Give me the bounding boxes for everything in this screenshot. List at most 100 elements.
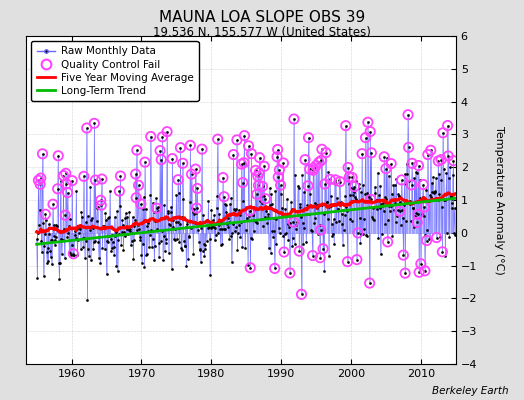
- Point: [246, 264, 255, 271]
- Point: [132, 171, 140, 177]
- Point: [321, 181, 329, 187]
- Point: [54, 152, 62, 159]
- Point: [310, 165, 318, 172]
- Point: [96, 197, 105, 204]
- Point: [219, 174, 227, 181]
- Point: [132, 194, 140, 201]
- Point: [220, 194, 228, 200]
- Point: [419, 181, 428, 188]
- Point: [350, 183, 358, 190]
- Point: [260, 163, 268, 170]
- Point: [91, 177, 100, 183]
- Point: [255, 154, 264, 161]
- Point: [80, 173, 88, 180]
- Point: [364, 119, 372, 126]
- Point: [191, 166, 200, 172]
- Point: [176, 144, 184, 151]
- Point: [233, 137, 241, 143]
- Point: [213, 136, 222, 142]
- Point: [405, 144, 413, 150]
- Point: [295, 248, 303, 254]
- Point: [137, 201, 145, 207]
- Point: [437, 156, 445, 163]
- Point: [274, 174, 282, 180]
- Point: [414, 162, 423, 169]
- Point: [289, 219, 298, 225]
- Point: [49, 201, 57, 208]
- Point: [34, 177, 42, 184]
- Point: [187, 171, 195, 177]
- Text: 19.536 N, 155.577 W (United States): 19.536 N, 155.577 W (United States): [153, 26, 371, 39]
- Point: [186, 142, 194, 148]
- Point: [37, 175, 45, 181]
- Point: [404, 112, 412, 118]
- Point: [367, 150, 376, 156]
- Point: [254, 182, 263, 188]
- Point: [413, 219, 421, 226]
- Point: [252, 167, 260, 174]
- Point: [290, 116, 298, 122]
- Point: [53, 186, 62, 192]
- Point: [438, 248, 446, 255]
- Point: [336, 178, 344, 185]
- Point: [423, 151, 432, 158]
- Point: [238, 179, 247, 186]
- Point: [152, 205, 161, 212]
- Point: [315, 159, 323, 166]
- Point: [59, 172, 68, 179]
- Point: [141, 159, 149, 165]
- Point: [297, 291, 305, 298]
- Point: [345, 174, 354, 180]
- Point: [444, 153, 452, 159]
- Point: [367, 196, 375, 203]
- Point: [343, 258, 352, 265]
- Point: [62, 181, 71, 187]
- Point: [348, 174, 356, 181]
- Point: [439, 130, 447, 136]
- Point: [344, 164, 352, 171]
- Point: [317, 157, 325, 164]
- Y-axis label: Temperature Anomaly (°C): Temperature Anomaly (°C): [494, 126, 504, 274]
- Point: [415, 269, 423, 276]
- Point: [366, 128, 374, 135]
- Point: [174, 176, 182, 183]
- Legend: Raw Monthly Data, Quality Control Fail, Five Year Moving Average, Long-Term Tren: Raw Monthly Data, Quality Control Fail, …: [31, 41, 199, 101]
- Point: [115, 188, 124, 194]
- Point: [90, 120, 99, 126]
- Point: [401, 270, 409, 276]
- Point: [279, 160, 288, 166]
- Point: [247, 150, 256, 157]
- Text: Berkeley Earth: Berkeley Earth: [432, 386, 508, 396]
- Point: [397, 177, 406, 183]
- Point: [274, 146, 282, 153]
- Point: [304, 134, 313, 141]
- Text: MAUNA LOA SLOPE OBS 39: MAUNA LOA SLOPE OBS 39: [159, 10, 365, 25]
- Point: [270, 265, 279, 272]
- Point: [253, 191, 261, 198]
- Point: [353, 256, 361, 263]
- Point: [273, 154, 281, 160]
- Point: [156, 148, 164, 154]
- Point: [97, 202, 105, 208]
- Point: [239, 160, 248, 166]
- Point: [358, 150, 366, 157]
- Point: [432, 234, 441, 241]
- Point: [157, 156, 166, 163]
- Point: [362, 134, 370, 141]
- Point: [414, 211, 422, 218]
- Point: [237, 161, 246, 167]
- Point: [134, 182, 143, 188]
- Point: [316, 227, 325, 233]
- Point: [158, 134, 167, 140]
- Point: [69, 250, 78, 257]
- Point: [147, 133, 155, 140]
- Point: [275, 167, 283, 173]
- Point: [420, 204, 429, 210]
- Point: [331, 177, 340, 183]
- Point: [116, 173, 125, 179]
- Point: [229, 151, 237, 158]
- Point: [407, 182, 416, 188]
- Point: [276, 182, 285, 188]
- Point: [163, 128, 171, 135]
- Point: [286, 270, 294, 276]
